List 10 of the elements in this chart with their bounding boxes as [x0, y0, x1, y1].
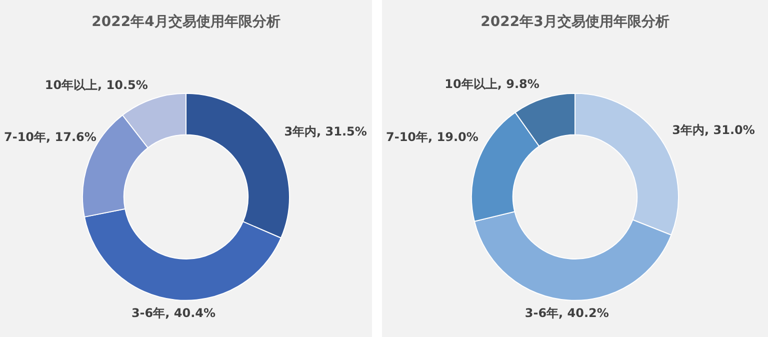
slice-label: 10年以上, 10.5% [44, 78, 148, 92]
slice-label: 7-10年, 17.6% [4, 130, 96, 144]
slice-label: 3年内, 31.5% [284, 124, 367, 139]
slice-label: 3年内, 31.0% [672, 122, 755, 137]
slice-label: 7-10年, 19.0% [386, 130, 478, 144]
slice-label: 10年以上, 9.8% [444, 77, 540, 92]
chart-title: 2022年4月交易使用年限分析 [92, 13, 280, 30]
chart-title: 2022年3月交易使用年限分析 [480, 13, 670, 30]
slice-label: 3-6年, 40.2% [524, 306, 609, 320]
slice-label: 3-6年, 40.4% [131, 306, 216, 320]
